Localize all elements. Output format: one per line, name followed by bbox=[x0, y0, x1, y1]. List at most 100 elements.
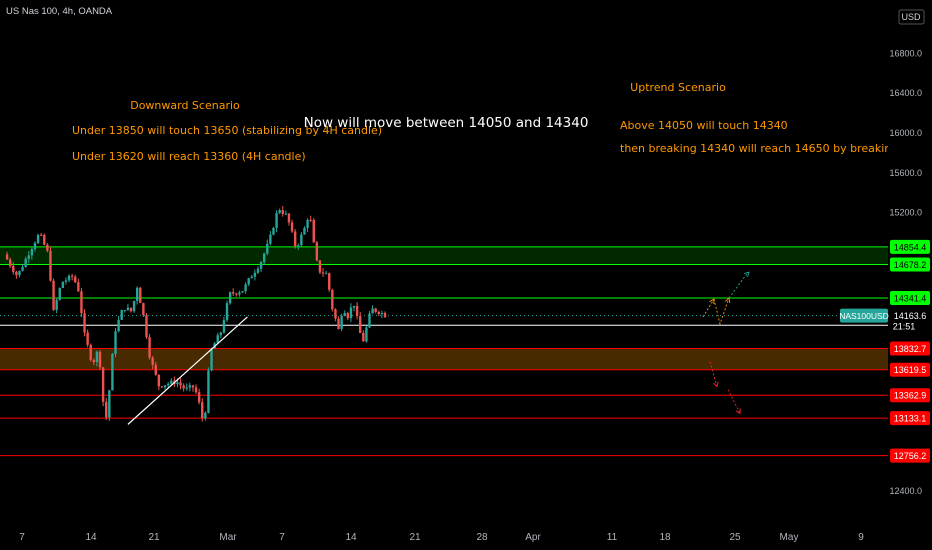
candle-body bbox=[86, 332, 89, 345]
price-badge-label: 13832.7 bbox=[894, 344, 927, 354]
drawings-layer bbox=[127, 271, 750, 425]
levels-layer bbox=[0, 246, 888, 457]
candle-body bbox=[101, 367, 105, 402]
candle-body bbox=[185, 387, 188, 389]
candle-body bbox=[18, 270, 21, 276]
candle-body bbox=[77, 282, 80, 292]
arrow-up-1 bbox=[702, 298, 715, 318]
price-axis-bg bbox=[888, 0, 932, 550]
candle-body bbox=[371, 308, 374, 314]
candle-body bbox=[269, 234, 272, 244]
candle-body bbox=[312, 220, 315, 243]
x-tick-label: Mar bbox=[219, 532, 237, 543]
candle-body bbox=[377, 311, 380, 314]
candle-body bbox=[8, 259, 12, 266]
arrow-up-3-head bbox=[744, 271, 750, 278]
uptrend-title: Uptrend Scenario bbox=[630, 81, 726, 94]
candle-body bbox=[123, 310, 127, 312]
candle-body bbox=[204, 412, 207, 419]
candle-body bbox=[352, 305, 356, 308]
candle-body bbox=[278, 210, 281, 213]
arrow-down-1 bbox=[709, 361, 718, 387]
candle-body bbox=[5, 254, 9, 260]
arrow-down-2-head bbox=[735, 408, 741, 415]
downward-title: Downward Scenario bbox=[130, 99, 240, 112]
candle-body bbox=[297, 245, 300, 247]
price-badge-13362.9 bbox=[890, 388, 930, 403]
candle-body bbox=[98, 351, 102, 368]
candle-body bbox=[365, 327, 368, 342]
price-badge-13832.7 bbox=[890, 341, 930, 356]
candles-layer bbox=[5, 206, 387, 422]
candle-body bbox=[349, 307, 353, 319]
candle-body bbox=[201, 402, 204, 419]
candle-body bbox=[43, 234, 46, 245]
x-tick-label: 7 bbox=[19, 532, 25, 543]
candle-body bbox=[148, 337, 151, 358]
y-tick-label: 15200.0 bbox=[889, 208, 922, 218]
candle-body bbox=[132, 300, 136, 312]
x-tick-label: 28 bbox=[476, 532, 488, 543]
candle-body bbox=[346, 313, 350, 319]
candle-body bbox=[303, 227, 306, 235]
uptrend-line-1: Above 14050 will touch 14340 bbox=[620, 119, 788, 132]
arrow-down-2 bbox=[727, 389, 741, 414]
candle-body bbox=[272, 227, 275, 235]
candle-body bbox=[67, 275, 71, 281]
price-badge-14341.4 bbox=[890, 290, 930, 305]
y-tick-label: 16000.0 bbox=[889, 128, 922, 138]
candle-body bbox=[64, 280, 68, 282]
x-tick-label: 21 bbox=[148, 532, 160, 543]
candle-body bbox=[321, 272, 325, 274]
y-tick-label: 16800.0 bbox=[889, 48, 922, 58]
candle-body bbox=[250, 276, 253, 279]
downward-line-1: Under 13850 will touch 13650 (stabilizin… bbox=[72, 124, 382, 137]
candle-body bbox=[139, 287, 142, 304]
candle-body bbox=[337, 318, 340, 330]
candle-body bbox=[309, 219, 312, 221]
candle-body bbox=[83, 313, 86, 333]
annotation-layer: Downward Scenario Under 13850 will touch … bbox=[6, 6, 917, 163]
candle-body bbox=[188, 385, 192, 388]
x-tick-label: 7 bbox=[279, 532, 285, 543]
candle-body bbox=[70, 275, 74, 277]
candle-body bbox=[331, 289, 334, 310]
candle-body bbox=[55, 299, 58, 310]
price-badge-label: 14854.4 bbox=[894, 242, 927, 252]
currency-box bbox=[898, 9, 925, 25]
candle-body bbox=[61, 281, 65, 288]
candle-body bbox=[111, 354, 114, 391]
candle-body bbox=[275, 212, 278, 228]
candle-body bbox=[328, 273, 331, 290]
candle-body bbox=[46, 244, 49, 251]
candle-body bbox=[207, 370, 210, 413]
support-trendline[interactable] bbox=[127, 316, 248, 425]
current-price-name-tag bbox=[840, 308, 888, 323]
x-tick-label: 9 bbox=[858, 532, 864, 543]
price-badge-label: 13362.9 bbox=[894, 391, 927, 401]
candle-body bbox=[197, 392, 201, 403]
candle-body bbox=[359, 316, 362, 333]
candle-body bbox=[145, 315, 148, 338]
candle-body bbox=[80, 291, 83, 314]
y-tick-label: 15600.0 bbox=[889, 168, 922, 178]
candle-body bbox=[216, 335, 219, 344]
x-tick-label: Apr bbox=[525, 532, 541, 543]
candle-body bbox=[120, 310, 123, 320]
candle-body bbox=[374, 308, 377, 312]
candle-body bbox=[340, 315, 343, 330]
candle-body bbox=[228, 292, 232, 304]
candle-body bbox=[235, 293, 238, 295]
candle-body bbox=[210, 348, 213, 371]
candle-body bbox=[170, 380, 173, 384]
x-tick-label: 25 bbox=[729, 532, 741, 543]
candle-body bbox=[362, 332, 365, 342]
candle-body bbox=[284, 213, 288, 215]
candle-body bbox=[129, 307, 133, 312]
candle-body bbox=[266, 243, 269, 254]
y-tick-label: 12400.0 bbox=[889, 486, 922, 496]
candle-body bbox=[163, 385, 167, 388]
candle-body bbox=[95, 351, 99, 363]
